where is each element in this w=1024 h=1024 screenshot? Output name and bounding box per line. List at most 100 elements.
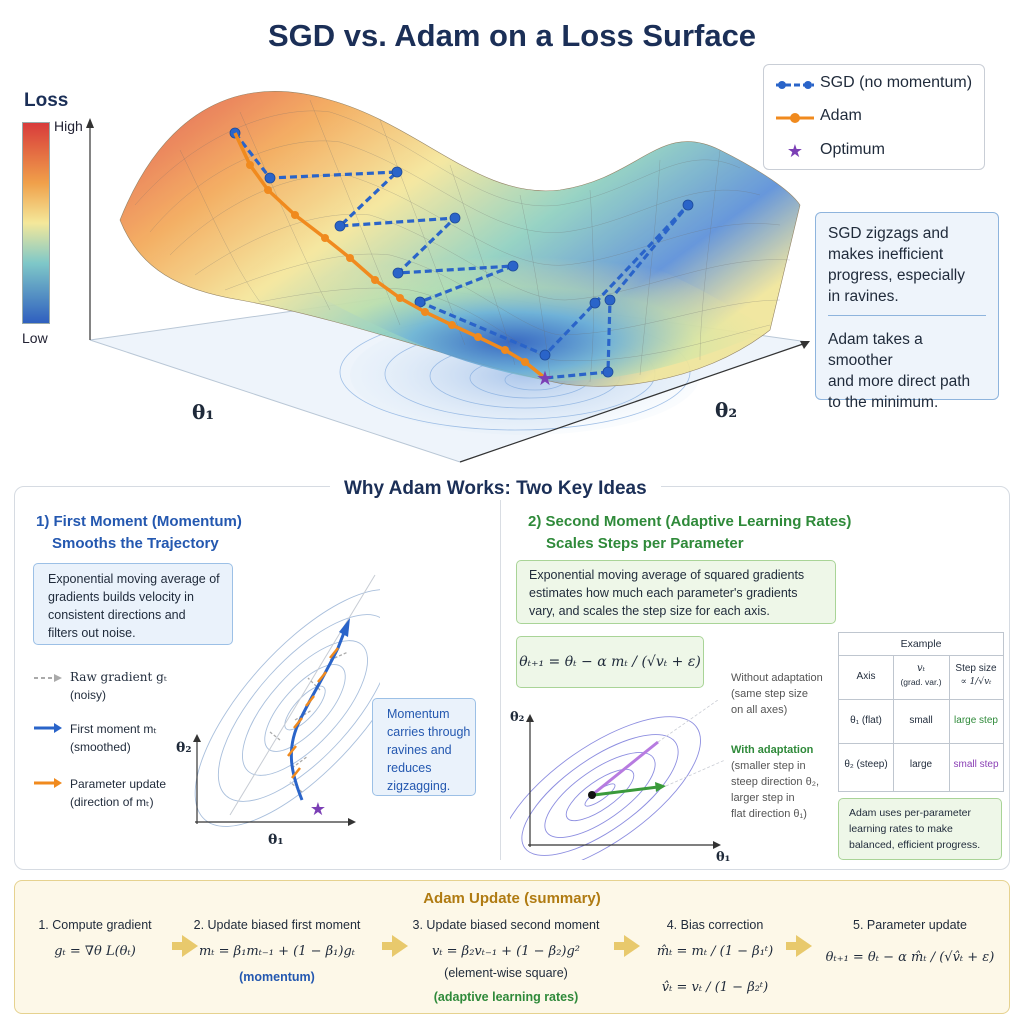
step-3-label: 3. Update biased second moment xyxy=(412,918,600,932)
left-theta1-label: θ₁ xyxy=(268,832,284,848)
note-adam-line: and more direct path xyxy=(828,373,971,390)
without-adaptation-line xyxy=(591,740,659,797)
adam-path xyxy=(233,132,547,380)
step-2-tag: (momentum) xyxy=(239,970,315,984)
momentum-callout: Momentum carries through ravines and red… xyxy=(372,698,476,796)
step-5-label: 5. Parameter update xyxy=(853,918,967,932)
optimum-star: ★ xyxy=(536,368,554,390)
sgd-point xyxy=(539,349,551,361)
legend-line: Parameter update xyxy=(70,777,167,791)
note-line: (same step size xyxy=(731,688,809,700)
moment-legend-icons xyxy=(34,674,62,788)
step-5-equation: θₜ₊₁ = θₜ − α m̂ₜ / (√v̂ₜ + ε) xyxy=(825,950,995,965)
colorbar-high-label: High xyxy=(54,118,83,134)
box-line: gradients builds velocity in xyxy=(48,590,194,604)
svg-text:★: ★ xyxy=(787,141,803,161)
adam-point xyxy=(396,294,404,302)
table-cell-v: small xyxy=(909,715,933,726)
legend-adam: Adam xyxy=(820,107,862,124)
table-cell-axis: θ₂ (steep) xyxy=(844,759,888,770)
left-theta2-label: θ₂ xyxy=(176,740,192,756)
raw-gradient-label: Raw gradient gₜ (noisy) xyxy=(70,668,167,704)
theta1-axis-label: θ₁ xyxy=(192,400,215,424)
step-3-tag: (adaptive learning rates) xyxy=(433,990,579,1004)
callout-line: Momentum xyxy=(387,707,450,721)
note-divider xyxy=(828,315,986,316)
step-arrow-icon xyxy=(786,935,812,957)
legend-line: Raw gradient gₜ xyxy=(70,670,167,684)
step-1-label: 1. Compute gradient xyxy=(38,918,152,932)
legend-line: (direction of mₜ) xyxy=(70,795,154,809)
note-line: Without adaptation xyxy=(731,672,823,684)
adam-update-formula: θₜ₊₁ = θₜ − α mₜ / (√vₜ + ε) xyxy=(516,636,704,688)
note-sgd-line: makes inefficient xyxy=(828,246,944,263)
with-adaptation-arrow xyxy=(593,785,659,797)
first-moment-subheading: Smooths the Trajectory xyxy=(52,535,219,552)
loss-surface-plot: ★ xyxy=(86,91,810,463)
adam-point xyxy=(501,346,509,354)
table-header-v-sub: (grad. var.) xyxy=(900,677,942,687)
sgd-point xyxy=(264,172,276,184)
example-table: Example Axis vₜ (grad. var.) Step size ∝… xyxy=(838,632,1004,792)
sgd-point xyxy=(682,199,694,211)
note-sgd-line: progress, especially xyxy=(828,267,965,284)
note-line: flat direction θ₁) xyxy=(731,808,807,820)
note-line: steep direction θ₂, xyxy=(731,776,820,788)
adam-points xyxy=(246,161,529,366)
adam-point xyxy=(474,333,482,341)
adam-point xyxy=(346,254,354,262)
sgd-path xyxy=(233,132,690,380)
sgd-point xyxy=(604,294,616,306)
step-3-equation: vₜ = β₂vₜ₋₁ + (1 − β₂)g² xyxy=(431,944,581,959)
second-moment-box: Exponential moving average of squared gr… xyxy=(516,560,836,624)
comparison-note: SGD zigzags and makes inefficient progre… xyxy=(815,212,999,411)
svg-text:★: ★ xyxy=(310,799,326,819)
right-theta1-label: θ₁ xyxy=(716,850,731,865)
first-moment-heading: 1) First Moment (Momentum) xyxy=(36,513,242,530)
legend-optimum: Optimum xyxy=(820,141,885,158)
note-sgd-line: in ravines. xyxy=(828,288,899,305)
table-header-step-sub: ∝ 1/√vₜ xyxy=(960,677,992,687)
colorbar-label: Loss xyxy=(24,90,69,111)
note-title: With adaptation xyxy=(731,744,814,756)
box-line: estimates how much each parameter's grad… xyxy=(529,586,798,600)
step-2-label: 2. Update biased first moment xyxy=(193,918,361,932)
table-cell-step: small step xyxy=(953,759,999,770)
step-2-equation: mₜ = β₁mₜ₋₁ + (1 − β₁)gₜ xyxy=(198,944,355,959)
why-adam-title: Why Adam Works: Two Key Ideas xyxy=(330,478,661,500)
callout-line: zigzagging. xyxy=(387,779,451,793)
table-header-step: Step size xyxy=(955,663,997,674)
summary-line: balanced, efficient progress. xyxy=(849,839,981,851)
page-title: SGD vs. Adam on a Loss Surface xyxy=(267,18,757,53)
sgd-point xyxy=(507,260,519,272)
legend-line: (smoothed) xyxy=(70,740,131,754)
second-moment-heading: 2) Second Moment (Adaptive Learning Rate… xyxy=(528,513,852,530)
sgd-point xyxy=(602,366,614,378)
step-4-equation-m: m̂ₜ = mₜ / (1 − β₁ᵗ) xyxy=(656,944,774,959)
adam-point xyxy=(291,211,299,219)
adam-point xyxy=(371,276,379,284)
adam-point xyxy=(421,308,429,316)
without-adaptation-note: Without adaptation (same step size on al… xyxy=(731,670,823,718)
note-adam-line: to the minimum. xyxy=(828,394,939,411)
table-header-axis: Axis xyxy=(856,671,876,682)
note-line: (smaller step in xyxy=(731,760,806,772)
legend-line: First moment mₜ xyxy=(70,722,157,736)
sgd-point xyxy=(414,296,426,308)
legend-sgd: SGD (no momentum) xyxy=(820,74,973,91)
colorbar-low-label: Low xyxy=(22,330,48,346)
sgd-point xyxy=(391,166,403,178)
summary-line: Adam uses per-parameter xyxy=(849,807,971,819)
loss-colorbar xyxy=(22,122,50,324)
table-title: Example xyxy=(900,638,942,650)
table-header-v: vₜ xyxy=(916,663,926,674)
sgd-points xyxy=(229,127,694,378)
step-arrow-icon xyxy=(382,935,408,957)
box-line: Exponential moving average of squared gr… xyxy=(529,568,805,582)
parameter-update-label: Parameter update (direction of mₜ) xyxy=(70,775,166,811)
step-arrow-icon xyxy=(614,935,640,957)
right-theta2-label: θ₂ xyxy=(510,710,525,725)
with-adaptation-note: With adaptation (smaller step in steep d… xyxy=(731,742,819,822)
adaptive-contour-plot xyxy=(510,700,726,860)
step-1-equation: gₜ = ∇θ L(θₜ) xyxy=(54,944,136,959)
